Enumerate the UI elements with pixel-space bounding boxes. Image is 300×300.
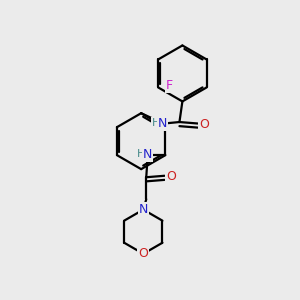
Text: F: F	[166, 80, 173, 92]
Text: N: N	[139, 203, 148, 216]
Text: N: N	[143, 148, 152, 161]
Text: O: O	[138, 247, 148, 260]
Text: H: H	[137, 149, 145, 159]
Text: H: H	[152, 118, 160, 128]
Text: O: O	[199, 118, 209, 130]
Text: O: O	[166, 170, 176, 183]
Text: N: N	[158, 117, 167, 130]
